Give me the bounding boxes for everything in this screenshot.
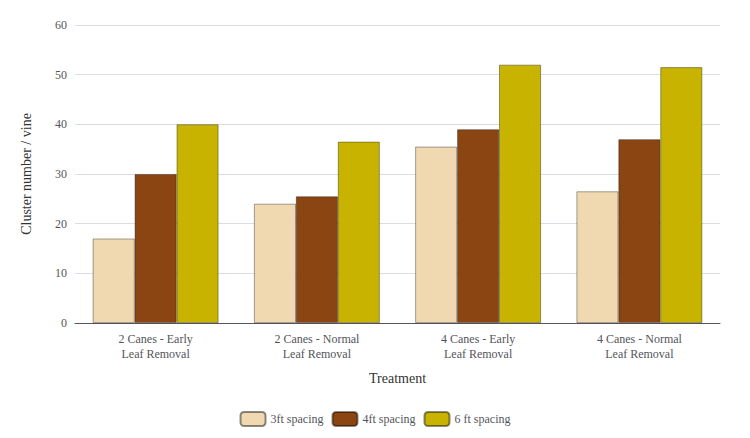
svg-text:40: 40 [55, 117, 67, 131]
svg-text:4 Canes - Early: 4 Canes - Early [441, 332, 515, 346]
svg-text:2 Canes - Normal: 2 Canes - Normal [274, 332, 360, 346]
svg-text:10: 10 [55, 266, 67, 280]
svg-text:Leaf Removal: Leaf Removal [121, 347, 190, 361]
svg-text:Leaf Removal: Leaf Removal [283, 347, 352, 361]
svg-text:4 Canes - Normal: 4 Canes - Normal [597, 332, 683, 346]
svg-text:20: 20 [55, 217, 67, 231]
svg-text:2 Canes - Early: 2 Canes - Early [118, 332, 192, 346]
svg-text:0: 0 [61, 316, 67, 330]
svg-text:4ft spacing: 4ft spacing [363, 412, 416, 426]
svg-text:3ft spacing: 3ft spacing [271, 412, 324, 426]
svg-text:6 ft spacing: 6 ft spacing [454, 412, 510, 426]
svg-text:60: 60 [55, 18, 67, 32]
svg-text:Leaf Removal: Leaf Removal [605, 347, 674, 361]
svg-text:50: 50 [55, 68, 67, 82]
svg-text:Cluster number / vine: Cluster number / vine [19, 113, 34, 235]
svg-text:Leaf Removal: Leaf Removal [444, 347, 513, 361]
svg-text:30: 30 [55, 167, 67, 181]
svg-text:Treatment: Treatment [369, 371, 426, 386]
